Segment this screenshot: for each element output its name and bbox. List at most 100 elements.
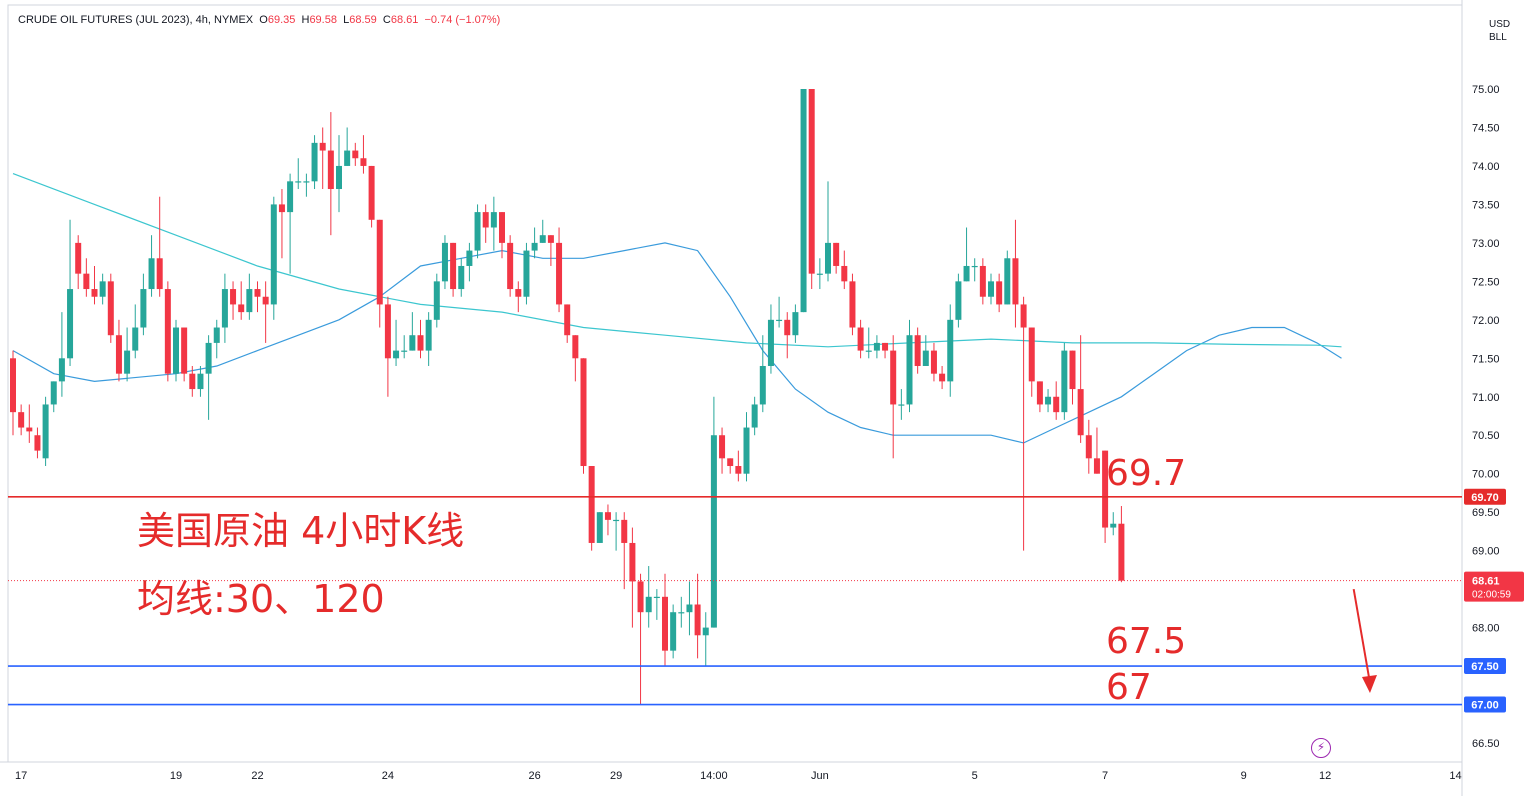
candle — [417, 319, 424, 359]
candle — [287, 173, 294, 274]
candle — [67, 219, 74, 366]
candle — [678, 596, 685, 628]
candle — [466, 242, 473, 282]
candle-body — [238, 304, 245, 313]
candle-body — [1045, 396, 1052, 405]
time-tick-label: 26 — [528, 770, 540, 782]
close-value: 68.61 — [390, 14, 419, 26]
candle-body — [376, 219, 383, 305]
candle — [767, 304, 774, 374]
candle — [58, 312, 65, 397]
candle-body — [947, 319, 954, 382]
candle-body — [115, 335, 122, 374]
candle — [629, 527, 636, 628]
candle-body — [914, 335, 921, 366]
candle — [825, 181, 831, 282]
candle — [596, 512, 603, 543]
level-tag-label: 67.50 — [1471, 661, 1499, 673]
candle — [1069, 350, 1076, 405]
candle — [971, 258, 978, 282]
candle — [865, 327, 872, 359]
chart-title-annotation: 美国原油 4小时K线 — [137, 509, 465, 553]
candle-body — [776, 319, 783, 322]
candle-body — [833, 242, 840, 266]
candle-body — [710, 435, 717, 628]
time-axis: 17 19 22 24 26 29 14:00 Jun 5 7 9 12 14 — [15, 770, 1462, 782]
level-67-annotation: 67 — [1106, 667, 1152, 708]
lightning-icon[interactable]: ⚡ — [1311, 738, 1331, 758]
candle-body — [132, 327, 139, 351]
candle — [906, 319, 913, 413]
candle-body — [922, 350, 929, 366]
candle-body — [955, 281, 962, 320]
candle-body — [816, 273, 823, 275]
candle-body — [34, 435, 41, 451]
candle-body — [1118, 523, 1125, 581]
candle — [988, 273, 994, 305]
candle — [221, 273, 228, 343]
candle — [531, 227, 538, 259]
candle — [759, 335, 766, 413]
candle-body — [311, 142, 318, 182]
candle — [107, 273, 114, 343]
candle — [327, 112, 334, 236]
candle-body — [653, 596, 660, 599]
price-tick-label: 68.00 — [1472, 623, 1500, 635]
candle — [18, 404, 25, 436]
candle-body — [507, 242, 514, 290]
candle — [645, 566, 652, 628]
candle — [515, 281, 522, 313]
candle-body — [702, 627, 709, 636]
candle-body — [784, 319, 791, 336]
candle-body — [580, 358, 587, 467]
candle — [743, 412, 750, 482]
candle-body — [743, 427, 750, 474]
price-tick-label: 69.00 — [1472, 546, 1500, 558]
candle — [1036, 381, 1043, 413]
candle-body — [564, 304, 571, 336]
candle-body — [221, 289, 228, 328]
candle — [360, 135, 367, 174]
candle-body — [205, 342, 212, 374]
candle — [662, 573, 668, 667]
candle-body — [645, 596, 652, 613]
candle-body — [572, 335, 579, 359]
candle — [213, 319, 220, 359]
price-tick-label: 72.00 — [1472, 315, 1500, 327]
candle-body — [319, 142, 326, 151]
level-price-tag: 67.00 — [1464, 696, 1506, 713]
candle — [344, 127, 351, 166]
candle — [947, 304, 954, 397]
candle — [205, 335, 212, 420]
candle-body — [230, 289, 237, 305]
candle-body — [825, 242, 831, 274]
price-tick-label: 73.50 — [1472, 199, 1500, 211]
candle-body — [401, 350, 408, 352]
level-tag-bg — [1464, 658, 1506, 675]
candle-body — [303, 181, 310, 183]
candle — [751, 396, 758, 436]
candle-body — [588, 466, 595, 543]
candle-body — [270, 204, 277, 305]
candle-body — [515, 289, 522, 297]
candle — [1093, 427, 1100, 474]
candle — [1061, 342, 1068, 420]
candle — [336, 135, 342, 213]
candle-body — [556, 242, 563, 305]
price-tick-label: 70.00 — [1472, 469, 1500, 481]
candle — [425, 312, 432, 366]
candle — [181, 327, 188, 382]
candle — [124, 327, 131, 382]
candle — [963, 227, 970, 282]
candle — [613, 512, 620, 551]
candle-body — [979, 265, 986, 297]
time-tick-label: 24 — [382, 770, 394, 782]
candle-body — [384, 304, 391, 359]
time-tick-label: 17 — [15, 770, 27, 782]
candle-body — [1077, 389, 1084, 436]
candle — [132, 304, 139, 359]
price-tick-label: 69.50 — [1472, 507, 1500, 519]
candle — [857, 319, 864, 359]
